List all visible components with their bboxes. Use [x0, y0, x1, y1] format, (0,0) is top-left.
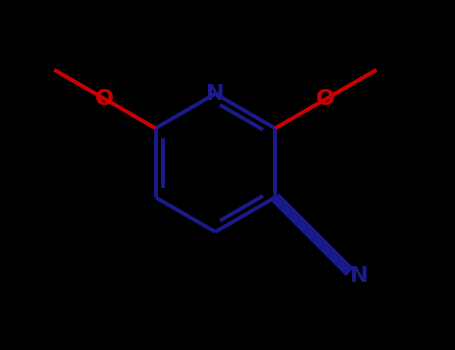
Text: N: N — [350, 266, 369, 286]
Text: N: N — [206, 84, 225, 104]
Text: O: O — [316, 89, 335, 109]
Text: O: O — [96, 89, 114, 109]
